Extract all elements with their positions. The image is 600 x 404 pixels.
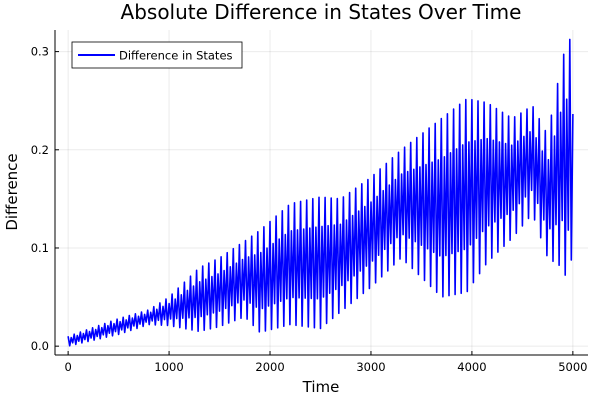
series-line-difference-in-states bbox=[67, 38, 574, 347]
x-tick-label: 4000 bbox=[457, 360, 486, 374]
legend-label: Difference in States bbox=[119, 49, 233, 63]
legend: Difference in States bbox=[71, 41, 243, 69]
y-tick-label: 0.1 bbox=[31, 241, 49, 255]
y-tick-label: 0.3 bbox=[31, 45, 49, 59]
x-tick-label: 3000 bbox=[356, 360, 385, 374]
x-tick-label: 1000 bbox=[154, 360, 183, 374]
x-axis-label: Time bbox=[302, 378, 340, 396]
y-tick-label: 0.2 bbox=[31, 143, 49, 157]
chart-title: Absolute Difference in States Over Time bbox=[121, 0, 522, 24]
x-tick-label: 5000 bbox=[558, 360, 587, 374]
series-group bbox=[67, 38, 574, 347]
y-ticks: 0.0 0.1 0.2 0.3 bbox=[31, 45, 59, 353]
x-tick-label: 0 bbox=[64, 360, 71, 374]
x-tick-label: 2000 bbox=[255, 360, 284, 374]
x-ticks: 0 1000 2000 3000 4000 5000 bbox=[64, 351, 587, 374]
y-tick-label: 0.0 bbox=[31, 339, 49, 353]
y-axis-label: Difference bbox=[3, 153, 21, 230]
